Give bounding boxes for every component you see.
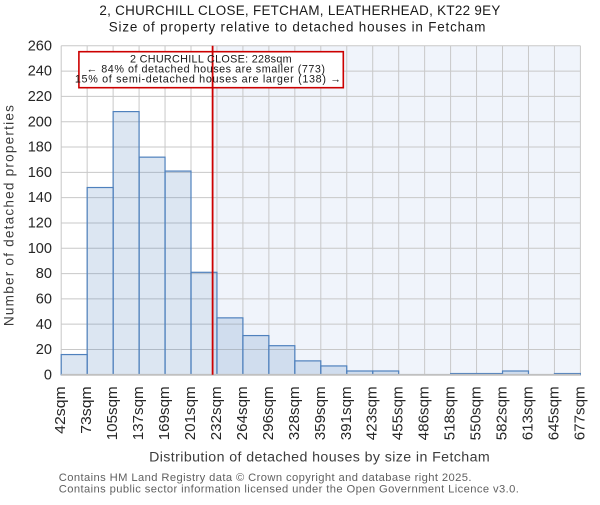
svg-text:423sqm: 423sqm bbox=[364, 386, 381, 440]
svg-text:0: 0 bbox=[44, 367, 52, 383]
svg-text:73sqm: 73sqm bbox=[78, 386, 95, 434]
svg-text:240: 240 bbox=[28, 64, 52, 80]
svg-text:677sqm: 677sqm bbox=[571, 386, 588, 440]
svg-text:582sqm: 582sqm bbox=[494, 386, 511, 440]
svg-text:550sqm: 550sqm bbox=[468, 386, 485, 440]
svg-text:← 84% of detached houses are s: ← 84% of detached houses are smaller (77… bbox=[86, 63, 325, 75]
svg-text:264sqm: 264sqm bbox=[234, 386, 251, 440]
svg-text:486sqm: 486sqm bbox=[416, 386, 433, 440]
svg-text:169sqm: 169sqm bbox=[156, 386, 173, 440]
svg-text:359sqm: 359sqm bbox=[312, 386, 329, 440]
svg-text:40: 40 bbox=[36, 317, 52, 333]
svg-text:180: 180 bbox=[28, 140, 52, 156]
svg-text:120: 120 bbox=[28, 216, 52, 232]
svg-text:455sqm: 455sqm bbox=[390, 386, 407, 440]
svg-text:80: 80 bbox=[36, 266, 52, 282]
svg-text:60: 60 bbox=[36, 291, 52, 307]
svg-text:Number of detached properties: Number of detached properties bbox=[2, 104, 17, 326]
svg-text:140: 140 bbox=[28, 190, 52, 206]
svg-text:328sqm: 328sqm bbox=[286, 386, 303, 440]
svg-text:20: 20 bbox=[36, 342, 52, 358]
svg-text:Size of property relative to d: Size of property relative to detached ho… bbox=[109, 20, 486, 35]
svg-text:Contains HM Land Registry data: Contains HM Land Registry data © Crown c… bbox=[59, 472, 472, 484]
svg-text:645sqm: 645sqm bbox=[545, 386, 562, 440]
svg-text:Distribution of detached house: Distribution of detached houses by size … bbox=[149, 450, 490, 466]
svg-text:260: 260 bbox=[28, 38, 52, 54]
svg-text:232sqm: 232sqm bbox=[208, 386, 225, 440]
svg-text:220: 220 bbox=[28, 89, 52, 105]
svg-text:391sqm: 391sqm bbox=[338, 386, 355, 440]
svg-text:2 CHURCHILL CLOSE: 228sqm: 2 CHURCHILL CLOSE: 228sqm bbox=[130, 54, 292, 66]
svg-text:201sqm: 201sqm bbox=[182, 386, 199, 440]
svg-text:200: 200 bbox=[28, 114, 52, 130]
svg-text:613sqm: 613sqm bbox=[519, 386, 536, 440]
svg-text:105sqm: 105sqm bbox=[104, 386, 121, 440]
svg-text:15% of semi-detached houses ar: 15% of semi-detached houses are larger (… bbox=[75, 73, 342, 85]
svg-text:2, CHURCHILL CLOSE, FETCHAM, L: 2, CHURCHILL CLOSE, FETCHAM, LEATHERHEAD… bbox=[99, 3, 500, 18]
svg-text:100: 100 bbox=[28, 241, 52, 257]
svg-text:160: 160 bbox=[28, 165, 52, 181]
svg-text:Contains public sector informa: Contains public sector information licen… bbox=[59, 484, 519, 496]
svg-text:296sqm: 296sqm bbox=[260, 386, 277, 440]
svg-text:42sqm: 42sqm bbox=[52, 386, 69, 434]
svg-text:518sqm: 518sqm bbox=[442, 386, 459, 440]
svg-text:137sqm: 137sqm bbox=[130, 386, 147, 440]
